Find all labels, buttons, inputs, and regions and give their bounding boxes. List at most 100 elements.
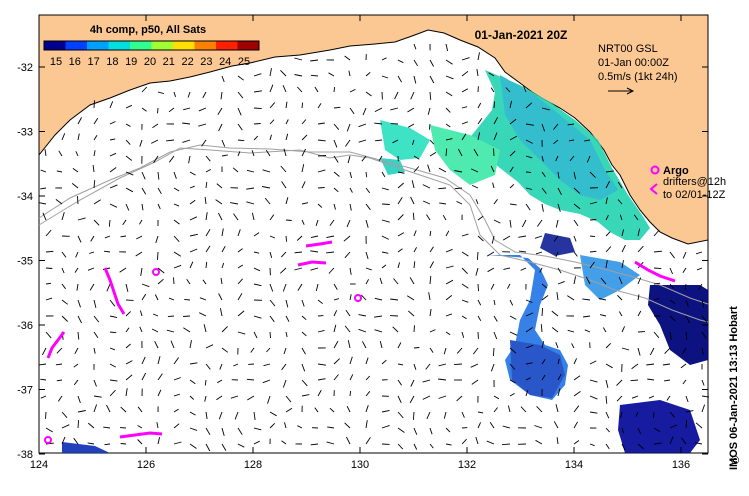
argo-legend-icon <box>650 165 660 175</box>
current-vector <box>157 278 164 285</box>
current-vector <box>327 426 335 429</box>
colorbar-tick-label: 25 <box>238 56 250 68</box>
lon-tick-label: 128 <box>244 459 262 471</box>
current-vector <box>139 219 143 225</box>
current-vector <box>301 219 305 225</box>
current-vector <box>106 283 111 292</box>
current-vector <box>685 420 688 429</box>
current-vector <box>202 279 207 285</box>
current-vector <box>93 347 96 354</box>
current-vector <box>349 171 353 179</box>
current-vector <box>93 404 98 413</box>
current-vector <box>109 121 116 125</box>
current-vector <box>429 246 434 253</box>
current-vector <box>301 119 307 125</box>
current-vector <box>109 331 117 334</box>
current-vector <box>381 424 390 429</box>
current-vector <box>328 267 335 274</box>
current-vector <box>582 298 591 301</box>
current-vector <box>56 379 63 382</box>
current-vector <box>445 230 450 237</box>
current-vector <box>605 342 612 349</box>
colorbar-segment <box>44 41 66 50</box>
current-vector <box>534 235 543 239</box>
current-vector <box>269 214 275 221</box>
current-vector <box>680 437 687 445</box>
current-vector <box>598 297 607 301</box>
current-vector <box>509 118 517 125</box>
current-vector <box>56 347 63 354</box>
current-vector <box>233 363 239 367</box>
current-vector <box>408 123 415 128</box>
current-vector <box>461 411 465 418</box>
current-vector <box>156 422 159 429</box>
current-vector <box>280 251 287 258</box>
current-vector <box>461 315 467 320</box>
current-vector <box>394 91 399 100</box>
current-vector <box>557 280 565 285</box>
current-vector <box>573 421 578 429</box>
current-vector <box>445 265 454 269</box>
current-vector <box>378 155 383 162</box>
current-vector <box>125 311 132 317</box>
current-vector <box>617 294 623 301</box>
current-vector <box>374 107 383 113</box>
current-vector <box>685 315 690 324</box>
current-vector <box>472 347 479 355</box>
current-vector <box>557 358 560 365</box>
current-vector <box>333 86 336 93</box>
current-vector <box>333 358 341 365</box>
current-vector <box>205 443 211 452</box>
current-vector <box>109 363 117 368</box>
current-vector <box>173 408 179 413</box>
current-vector <box>605 443 610 450</box>
current-vector <box>74 267 79 273</box>
colorbar: 4h comp, p50, All Sats 15 16 17 18 19 20 21 22 2… <box>43 24 260 68</box>
current-vector <box>141 293 147 301</box>
current-vector <box>475 436 479 445</box>
drifter-track <box>103 267 126 315</box>
current-vector <box>310 267 319 271</box>
current-vector <box>297 86 303 93</box>
current-vector <box>605 197 608 205</box>
current-vector <box>381 75 389 79</box>
current-vector <box>493 299 496 306</box>
current-vector <box>454 170 463 173</box>
current-vector <box>696 267 703 271</box>
current-vector <box>173 357 179 365</box>
current-vector <box>77 315 83 324</box>
current-vector <box>605 379 609 388</box>
current-vector <box>413 325 415 333</box>
current-vector <box>173 423 180 429</box>
lon-tick-label: 126 <box>137 459 155 471</box>
current-vector <box>157 389 162 397</box>
current-vector <box>557 388 561 397</box>
current-vector <box>120 443 127 445</box>
current-vector <box>246 169 255 173</box>
current-vector <box>220 277 223 285</box>
current-vector <box>221 228 224 237</box>
current-vector <box>365 187 371 194</box>
current-vector <box>493 117 498 125</box>
current-vector <box>637 427 642 434</box>
current-vector <box>317 139 326 142</box>
current-vector <box>461 121 468 125</box>
current-vector <box>140 267 143 276</box>
current-vector <box>567 123 575 126</box>
current-vector <box>61 299 68 305</box>
current-vector <box>477 315 482 322</box>
current-vector <box>525 139 533 144</box>
current-vector <box>269 331 271 339</box>
current-vector <box>253 232 260 237</box>
current-vector <box>314 86 319 93</box>
current-vector <box>349 267 352 275</box>
current-vector <box>265 149 271 157</box>
current-vector <box>616 379 623 386</box>
current-vector <box>139 310 143 317</box>
current-vector <box>205 344 214 349</box>
current-vector <box>573 219 579 227</box>
current-vector <box>221 427 225 436</box>
current-vector <box>397 395 402 403</box>
current-vector <box>218 293 223 301</box>
current-vector <box>297 425 303 429</box>
